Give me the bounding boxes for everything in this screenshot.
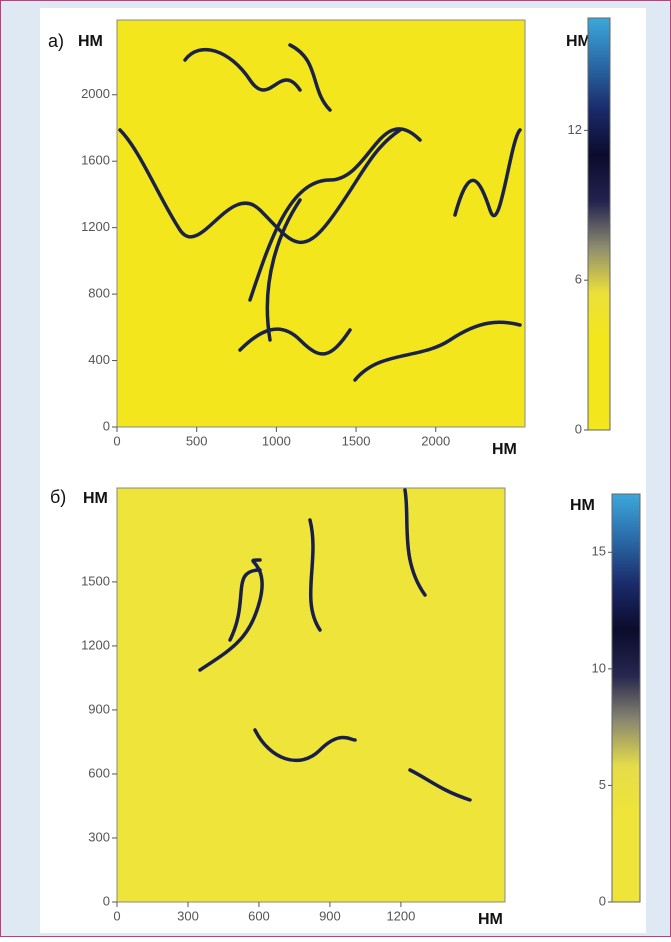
- colorbar: [611, 493, 641, 903]
- colorbar-tick-label: 10: [592, 660, 606, 675]
- y-tick-label: 1600: [81, 153, 110, 168]
- x-axis-label: НМ: [478, 911, 503, 928]
- y-tick-label: 300: [88, 829, 110, 844]
- molecule-trace: [248, 127, 422, 302]
- x-tick-label: 500: [186, 433, 208, 448]
- molecule-trace: [353, 320, 522, 382]
- y-tick-label: 1500: [81, 573, 110, 588]
- panel-label: а): [48, 31, 64, 51]
- y-tick-label: 600: [88, 765, 110, 780]
- y-axis-label: НМ: [78, 33, 103, 50]
- x-tick-label: 1200: [386, 908, 415, 923]
- x-tick-label: 1500: [342, 433, 371, 448]
- x-tick-label: 300: [177, 908, 199, 923]
- molecule-trace: [288, 43, 332, 112]
- colorbar-label: НМ: [570, 497, 595, 514]
- y-tick-label: 1200: [81, 637, 110, 652]
- molecule-trace: [118, 128, 402, 244]
- x-tick-label: 0: [113, 433, 120, 448]
- y-tick-label: 0: [103, 893, 110, 908]
- molecule-trace: [265, 198, 302, 342]
- colorbar: [587, 17, 611, 431]
- y-tick-label: 2000: [81, 86, 110, 101]
- x-tick-label: 2000: [421, 433, 450, 448]
- molecule-trace: [183, 48, 302, 92]
- y-tick-label: 400: [88, 352, 110, 367]
- molecule-trace: [238, 327, 352, 356]
- y-tick-label: 0: [103, 418, 110, 433]
- x-tick-label: 600: [248, 908, 270, 923]
- colorbar-tick-label: 15: [592, 544, 606, 559]
- panel-label: б): [50, 487, 66, 507]
- molecule-trace: [198, 558, 264, 672]
- molecule-trace: [408, 768, 472, 802]
- molecule-trace: [308, 518, 322, 632]
- x-tick-label: 0: [113, 908, 120, 923]
- molecule-trace: [403, 488, 427, 597]
- y-tick-label: 900: [88, 701, 110, 716]
- x-tick-label: 1000: [262, 433, 291, 448]
- colorbar-tick-label: 0: [575, 421, 582, 436]
- y-axis-label: НМ: [83, 490, 108, 507]
- afm-image: [116, 487, 506, 903]
- colorbar-label: НМ: [566, 33, 591, 50]
- y-tick-label: 1200: [81, 219, 110, 234]
- x-tick-label: 900: [319, 908, 341, 923]
- x-axis-label: НМ: [492, 441, 517, 458]
- molecule-trace: [228, 568, 262, 642]
- colorbar-tick-label: 0: [599, 893, 606, 908]
- afm-image: [116, 19, 526, 428]
- colorbar-tick-label: 5: [599, 777, 606, 792]
- molecule-trace: [253, 728, 357, 762]
- colorbar-tick-label: 12: [568, 122, 582, 137]
- y-tick-label: 800: [88, 286, 110, 301]
- molecule-trace: [453, 128, 522, 218]
- colorbar-tick-label: 6: [575, 272, 582, 287]
